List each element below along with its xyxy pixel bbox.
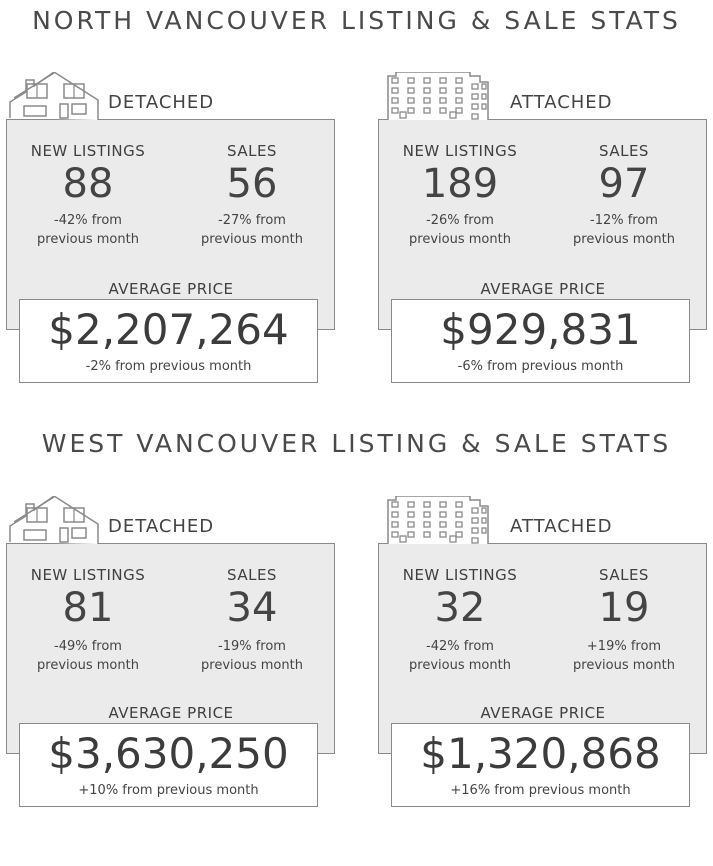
sales-label: SALES	[599, 566, 649, 584]
average-price-box: $929,831 -6% from previous month	[391, 299, 690, 383]
new-listings-label: NEW LISTINGS	[402, 142, 518, 160]
house-icon	[9, 72, 99, 120]
new-listings-label: NEW LISTINGS	[30, 566, 146, 584]
new-listings-change-line2: previous month	[409, 232, 511, 247]
average-price-label: AVERAGE PRICE	[108, 280, 234, 298]
west-detached-card: DETACHED NEW LISTINGS 81 -49% from previ…	[6, 496, 336, 866]
new-listings-label: NEW LISTINGS	[30, 142, 146, 160]
sales-change-line2: previous month	[573, 232, 675, 247]
new-listings-change-line1: -49% from	[54, 639, 122, 654]
sales-change-line1: +19% from	[586, 639, 662, 654]
west-section-title: WEST VANCOUVER LISTING & SALE STATS	[41, 429, 672, 458]
north-attached-card: ATTACHED NEW LISTINGS 189 -26% from prev…	[378, 72, 708, 442]
average-price-box: $1,320,868 +16% from previous month	[391, 723, 690, 807]
average-price-box: $3,630,250 +10% from previous month	[19, 723, 318, 807]
sales-label: SALES	[599, 142, 649, 160]
stats-panel	[6, 119, 335, 330]
stats-panel	[6, 543, 335, 754]
new-listings-change-line1: -26% from	[426, 213, 494, 228]
sales-value: 19	[598, 585, 650, 631]
average-price-label: AVERAGE PRICE	[108, 704, 234, 722]
average-price-value: $3,630,250	[48, 729, 289, 778]
west-attached-card: ATTACHED NEW LISTINGS 32 -42% from previ…	[378, 496, 708, 866]
north-section-title: NORTH VANCOUVER LISTING & SALE STATS	[32, 6, 681, 35]
new-listings-value: 32	[434, 585, 486, 631]
new-listings-value: 189	[421, 161, 499, 207]
stats-panel	[378, 119, 707, 330]
new-listings-change-line1: -42% from	[426, 639, 494, 654]
sales-change-line1: -19% from	[218, 639, 286, 654]
apartment-building-icon	[387, 72, 489, 120]
sales-value: 97	[598, 161, 650, 207]
sales-value: 34	[226, 585, 278, 631]
sales-change-line2: previous month	[201, 232, 303, 247]
new-listings-value: 88	[62, 161, 114, 207]
stats-panel	[378, 543, 707, 754]
north-detached-card: DETACHED NEW LISTINGS 88 -42% from previ…	[6, 72, 336, 442]
average-price-change: +10% from previous month	[78, 783, 259, 798]
sales-label: SALES	[227, 566, 277, 584]
new-listings-change-line2: previous month	[409, 658, 511, 673]
average-price-change: -6% from previous month	[457, 359, 624, 374]
card-label: DETACHED	[108, 92, 215, 113]
sales-change-line1: -12% from	[590, 213, 658, 228]
average-price-value: $2,207,264	[48, 305, 289, 354]
card-label: ATTACHED	[510, 516, 613, 537]
average-price-label: AVERAGE PRICE	[480, 280, 606, 298]
apartment-building-icon	[387, 496, 489, 544]
average-price-change: +16% from previous month	[450, 783, 631, 798]
house-icon	[9, 496, 99, 544]
new-listings-change-line1: -42% from	[54, 213, 122, 228]
card-label: DETACHED	[108, 516, 215, 537]
sales-change-line1: -27% from	[218, 213, 286, 228]
sales-value: 56	[226, 161, 278, 207]
new-listings-change-line2: previous month	[37, 658, 139, 673]
average-price-box: $2,207,264 -2% from previous month	[19, 299, 318, 383]
average-price-value: $929,831	[440, 305, 641, 354]
sales-change-line2: previous month	[201, 658, 303, 673]
card-label: ATTACHED	[510, 92, 613, 113]
new-listings-change-line2: previous month	[37, 232, 139, 247]
sales-change-line2: previous month	[573, 658, 675, 673]
average-price-change: -2% from previous month	[85, 359, 252, 374]
average-price-value: $1,320,868	[420, 729, 661, 778]
average-price-label: AVERAGE PRICE	[480, 704, 606, 722]
sales-label: SALES	[227, 142, 277, 160]
new-listings-value: 81	[62, 585, 114, 631]
new-listings-label: NEW LISTINGS	[402, 566, 518, 584]
